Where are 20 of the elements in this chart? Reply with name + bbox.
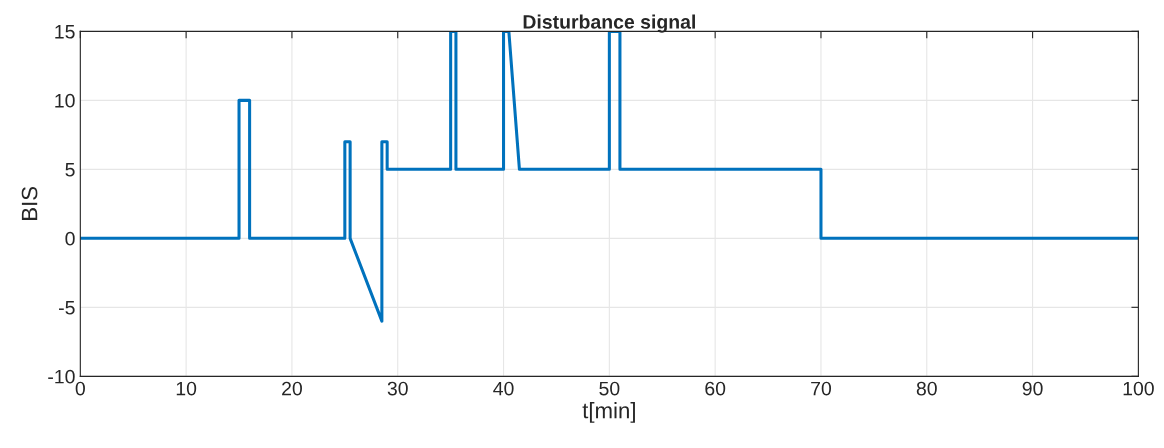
x-tick-label: 50 <box>599 381 620 396</box>
x-tick-label: 70 <box>811 381 832 396</box>
y-tick-label: -5 <box>59 301 75 315</box>
x-tick-label: 30 <box>387 381 408 396</box>
y-tick-label: -10 <box>48 369 75 384</box>
y-tick-label: 10 <box>55 93 75 108</box>
y-tick-label: 5 <box>65 163 75 177</box>
x-tick-label: 20 <box>282 381 302 396</box>
x-tick-label: 100 <box>1123 381 1154 396</box>
x-tick-label: 60 <box>705 381 726 396</box>
x-axis-title: t[min] <box>582 402 635 423</box>
x-tick-label: 10 <box>176 381 197 396</box>
y-axis-title: BIS <box>21 186 38 220</box>
x-tick-label: 80 <box>916 381 937 396</box>
y-tick-label: 0 <box>65 231 75 246</box>
chart-title: Disturbance signal <box>523 14 695 33</box>
x-tick-label: 0 <box>75 381 85 396</box>
y-tick-label: 15 <box>55 25 75 39</box>
x-tick-label: 40 <box>493 381 514 396</box>
x-tick-label: 90 <box>1022 381 1043 396</box>
